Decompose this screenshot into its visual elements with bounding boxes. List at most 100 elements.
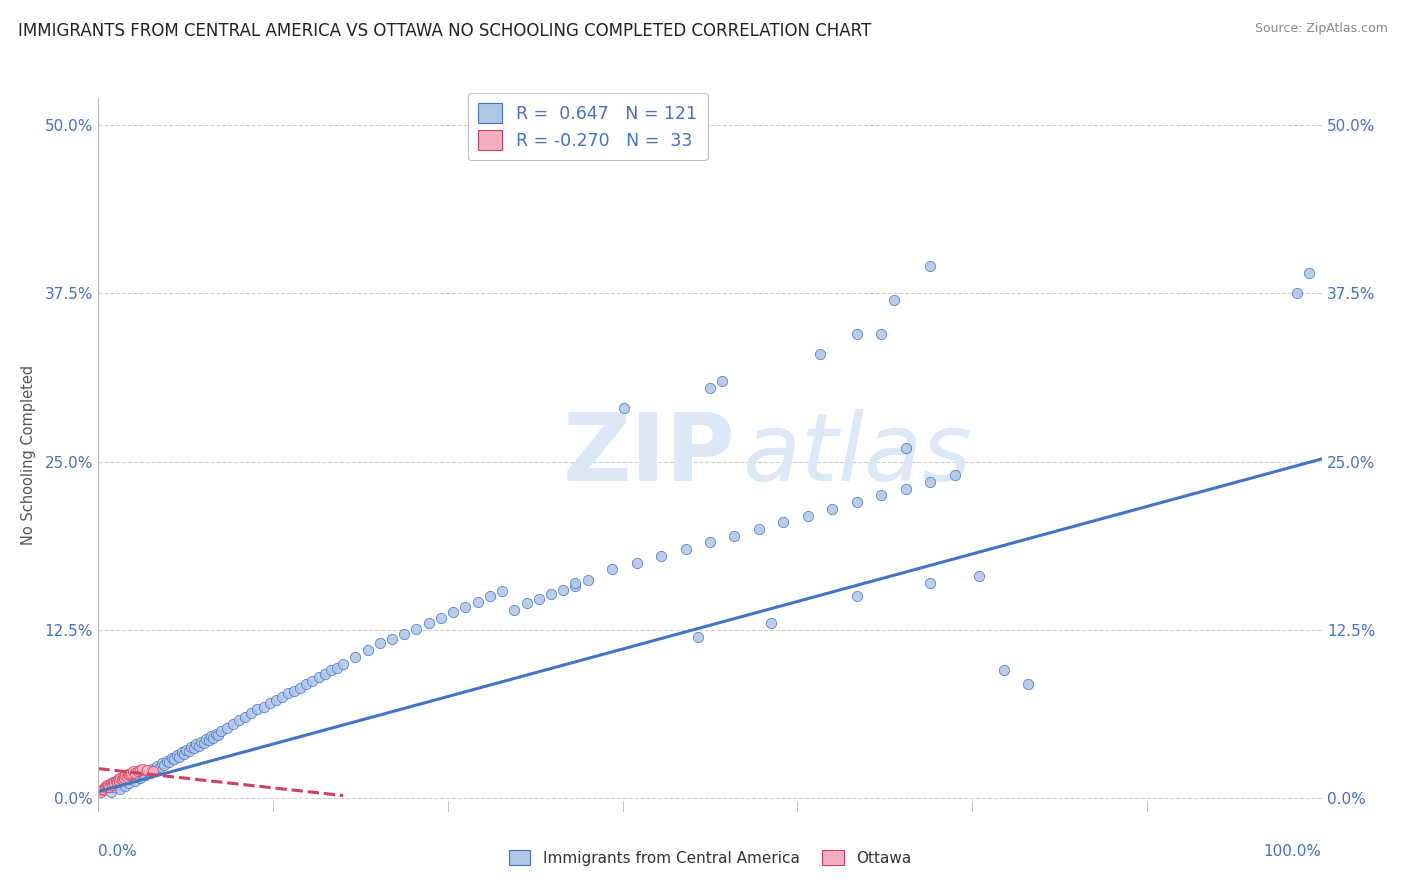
Point [98,780,121,795]
Point [153,757,176,772]
Point [108,773,131,788]
Point [177,744,200,758]
Point [368,636,391,650]
Point [129,763,152,777]
Text: 100.0%: 100.0% [1264,844,1322,859]
Point [209,723,232,738]
Point [202,731,225,745]
Point [894,441,917,455]
Text: Source: ZipAtlas.com: Source: ZipAtlas.com [1254,22,1388,36]
Point [283,683,305,698]
Point [207,728,229,742]
Point [105,775,128,789]
Point [711,374,734,388]
Point [127,770,149,784]
Point [118,776,141,790]
Point [478,589,501,603]
Point [650,549,672,563]
Point [264,693,287,707]
Point [96,778,118,792]
Point [124,773,146,788]
Point [894,482,917,496]
Point [121,764,143,779]
Point [146,759,169,773]
Point [166,748,188,763]
Point [600,562,623,576]
Point [91,783,114,797]
Point [180,740,202,755]
Point [134,768,156,782]
Point [104,773,127,788]
Point [228,713,250,727]
Point [141,762,163,776]
Point [301,674,323,689]
Point [381,632,404,647]
Point [308,670,330,684]
Point [233,710,256,724]
Y-axis label: No Schooling Completed: No Schooling Completed [21,365,37,545]
Point [94,779,117,793]
Point [157,755,180,769]
Point [112,771,135,785]
Point [553,582,575,597]
Point [808,347,831,361]
Point [120,767,142,781]
Point [91,781,114,796]
Point [142,764,165,779]
Point [503,603,526,617]
Point [90,784,112,798]
Point [156,754,179,768]
Point [540,586,562,600]
Point [131,762,153,776]
Point [920,575,942,590]
Point [111,775,134,789]
Point [190,735,212,749]
Point [193,736,215,750]
Point [195,731,218,746]
Point [920,475,942,489]
Point [114,779,136,793]
Point [101,775,124,789]
Point [845,326,868,341]
Point [136,764,159,779]
Point [129,771,152,785]
Point [124,765,146,780]
Point [613,401,636,415]
Point [699,381,721,395]
Point [103,776,125,790]
Point [319,664,342,678]
Point [173,747,195,761]
Text: 0.0%: 0.0% [98,844,138,859]
Point [797,508,820,523]
Point [290,681,312,695]
Point [139,765,162,780]
Point [160,751,183,765]
Point [723,529,745,543]
Point [167,749,190,764]
Point [920,260,942,274]
Point [143,763,166,777]
Point [149,760,172,774]
Point [883,293,905,307]
Point [111,770,134,784]
Legend: Immigrants from Central America, Ottawa: Immigrants from Central America, Ottawa [503,844,917,871]
Point [100,784,122,798]
Point [127,764,149,779]
Point [967,569,990,583]
Point [163,752,186,766]
Point [93,780,115,795]
Point [993,664,1015,678]
Point [187,739,209,753]
Point [772,515,794,529]
Point [761,616,783,631]
Point [1017,677,1039,691]
Point [392,627,416,641]
Point [564,575,586,590]
Point [118,768,141,782]
Point [240,706,263,721]
Point [845,495,868,509]
Point [252,699,274,714]
Point [1298,266,1320,280]
Point [111,772,134,787]
Point [205,726,228,740]
